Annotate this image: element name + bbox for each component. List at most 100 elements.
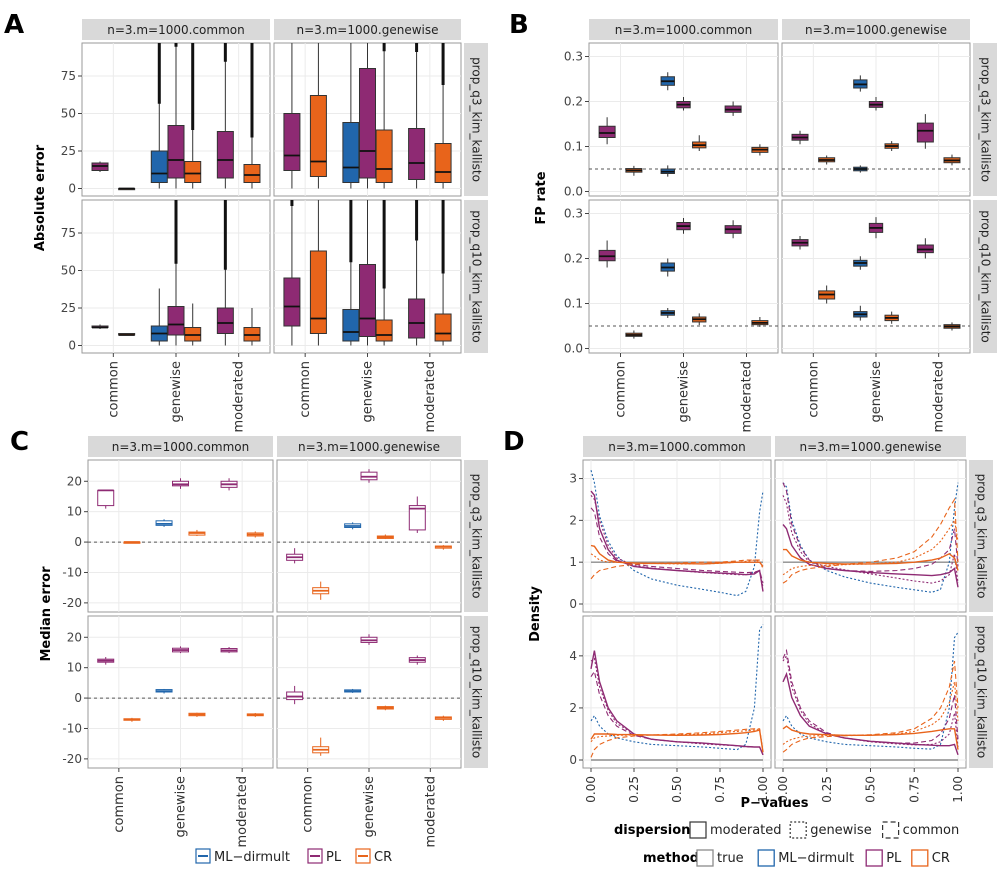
y-tick-label: 25 xyxy=(61,301,76,315)
box-pl-genewise xyxy=(167,125,185,179)
box-pl-moderated xyxy=(408,128,426,180)
y-axis-title: Density xyxy=(528,586,543,642)
x-tick-label: common xyxy=(806,361,821,418)
legend-label: CR xyxy=(374,850,392,865)
x-tick-label: moderated xyxy=(932,361,947,433)
x-tick-label: 0.50 xyxy=(670,776,684,803)
box-pl-genewise xyxy=(167,306,185,336)
box-ml-dirmult-genewise xyxy=(342,122,360,183)
legend-key xyxy=(789,821,807,839)
x-tick-label: genewise xyxy=(169,361,184,423)
box-cr-moderated xyxy=(243,164,261,183)
x-tick-label: genewise xyxy=(677,361,692,423)
x-tick-label: 0.75 xyxy=(713,776,727,803)
legend-key xyxy=(757,849,775,867)
box-ml-dirmult-genewise xyxy=(150,150,168,183)
legend-label: moderated xyxy=(710,823,782,838)
outlier-streak xyxy=(157,43,161,104)
box-cr-genewise xyxy=(184,161,202,183)
density-pl-common xyxy=(590,670,764,756)
legend-label: genewise xyxy=(810,823,872,838)
facet-strip-label: prop_q10_kim_kallisto xyxy=(979,210,993,343)
y-tick-label: 2 xyxy=(569,701,577,715)
outlier-streak xyxy=(290,200,294,206)
x-tick-label: 1.00 xyxy=(951,776,965,803)
box-cr-moderated xyxy=(434,143,452,183)
facet-strip-label: n=3.m=1000.common xyxy=(615,23,752,37)
outlier-streak xyxy=(174,200,178,264)
legend-key xyxy=(696,849,714,867)
facet-strip xyxy=(88,436,273,457)
density-pl-genewise xyxy=(782,654,959,748)
x-axis-title: P−values xyxy=(741,796,809,811)
outlier-streak xyxy=(191,43,195,130)
outlier-streak xyxy=(441,200,445,274)
density-pl-moderated xyxy=(782,524,959,588)
density-ml-dirmult-genewise xyxy=(590,624,764,751)
box-pl-common xyxy=(97,489,115,507)
density-pl-moderated xyxy=(782,671,959,756)
x-tick-label: moderated xyxy=(235,776,250,848)
x-tick-label: 1.00 xyxy=(756,776,770,803)
y-tick-label: 0.0 xyxy=(564,185,583,199)
density-ml-dirmult-genewise xyxy=(782,632,959,750)
y-tick-label: 0 xyxy=(569,753,577,767)
density-pl-moderated xyxy=(590,490,764,592)
x-tick-label: common xyxy=(106,361,121,418)
density-ml-dirmult-genewise xyxy=(782,482,959,593)
box-pl-moderated xyxy=(216,131,234,179)
y-axis-title: Median error xyxy=(39,566,54,662)
y-tick-label: 0 xyxy=(68,339,76,353)
y-tick-label: 0.3 xyxy=(564,207,583,221)
box-cr-genewise xyxy=(375,129,393,183)
facet-strip xyxy=(277,436,461,457)
facet-strip xyxy=(589,19,778,40)
y-tick-label: 0 xyxy=(74,691,82,705)
box-pl-common xyxy=(283,277,301,327)
y-tick-label: 0.2 xyxy=(564,252,583,266)
facet-strip-label: prop_q3_kim_kallisto xyxy=(979,57,993,182)
box-pl-moderated xyxy=(916,122,934,143)
y-axis-title: Absolute error xyxy=(33,144,48,251)
facet-strip xyxy=(464,43,488,196)
outlier-streak xyxy=(382,43,386,52)
legend-key xyxy=(881,821,900,839)
box-cr-genewise xyxy=(375,319,393,342)
x-tick-label: 0.00 xyxy=(584,776,598,803)
legend-label: PL xyxy=(326,850,342,865)
y-tick-label: 0 xyxy=(68,182,76,196)
facet-strip xyxy=(973,43,997,196)
x-tick-label: common xyxy=(112,776,127,833)
facet-strip xyxy=(973,200,997,353)
legend-key xyxy=(911,849,929,867)
facet-strip xyxy=(969,616,993,768)
x-tick-label: common xyxy=(301,776,316,833)
legend-label: ML−dirmult xyxy=(778,851,854,866)
outlier-streak xyxy=(250,43,254,138)
facet-strip-label: n=3.m=1000.genewise xyxy=(805,23,947,37)
box-cr-moderated xyxy=(434,313,452,342)
panel-letter: C xyxy=(10,427,29,457)
panel-letter: B xyxy=(509,10,529,40)
density-pl-common xyxy=(590,507,764,584)
facet-strip xyxy=(775,436,966,457)
box-pl-moderated xyxy=(408,505,426,531)
box-pl-genewise xyxy=(359,264,376,337)
facet-strip-label: prop_q10_kim_kallisto xyxy=(470,626,484,759)
y-tick-label: 0.1 xyxy=(564,140,583,154)
x-tick-label: moderated xyxy=(423,361,438,433)
facet-strip-label: n=3.m=1000.genewise xyxy=(800,440,942,454)
x-tick-label: 0.25 xyxy=(627,776,641,803)
density-cr-moderated xyxy=(590,729,764,753)
legend-label: true xyxy=(717,851,744,866)
legend-title: method xyxy=(643,851,699,866)
facet-strip-label: prop_q10_kim_kallisto xyxy=(470,210,484,343)
legend-label: common xyxy=(903,823,960,838)
facet-strip xyxy=(782,19,970,40)
box-pl-common xyxy=(283,113,301,171)
outlier-streak xyxy=(223,200,227,270)
density-cr-common xyxy=(782,660,959,753)
facet-strip-label: prop_q3_kim_kallisto xyxy=(470,57,484,182)
x-tick-label: genewise xyxy=(362,776,377,838)
density-pl-genewise xyxy=(782,495,959,584)
